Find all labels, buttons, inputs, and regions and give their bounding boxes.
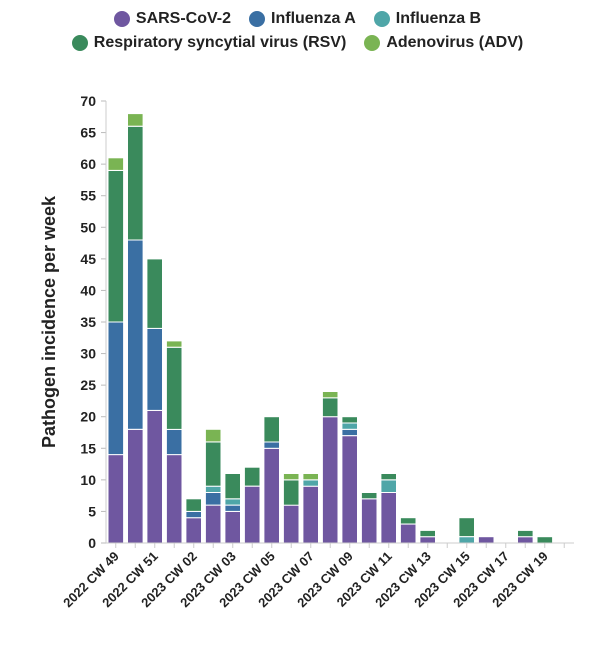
y-tick-label: 10 [80, 472, 96, 488]
legend-item-rsv: Respiratory syncytial virus (RSV) [71, 34, 347, 52]
bar-segment [302, 485, 319, 544]
bar-segment [360, 492, 378, 500]
bar-segment [185, 510, 202, 519]
bar-segment [107, 454, 125, 544]
legend-label-influenza-a: Influenza A [271, 10, 356, 27]
bar-segment [127, 125, 144, 241]
bar-segment [458, 536, 475, 544]
y-tick-label: 30 [80, 346, 96, 362]
bar-segment [321, 391, 339, 399]
y-tick-label: 40 [80, 282, 96, 298]
bar-segment [321, 397, 339, 418]
y-tick-label: 60 [80, 156, 96, 172]
bar-segment [204, 504, 222, 544]
bar-segment [243, 485, 261, 544]
bar-segment [165, 346, 183, 430]
bar-segment [165, 428, 183, 456]
y-tick-label: 25 [80, 377, 96, 393]
legend-swatch-influenza-a [249, 11, 266, 27]
chart-legend: SARS-CoV-2 Influenza A Influenza B Respi… [0, 10, 595, 58]
bar-segment [263, 416, 280, 443]
bar-segment [204, 441, 222, 487]
bar-segment [458, 517, 475, 538]
bar-segment [321, 416, 339, 544]
bar-segment [341, 428, 358, 437]
y-tick-label: 20 [80, 409, 96, 425]
bars-layer [107, 113, 554, 544]
bar-segment [536, 536, 554, 544]
bar-segment [282, 473, 300, 481]
bar-segment [146, 409, 163, 544]
bar-segment [165, 454, 183, 544]
bar-segment [360, 498, 378, 544]
legend-row-2: Respiratory syncytial virus (RSV) Adenov… [0, 34, 595, 52]
bar-segment [107, 170, 125, 323]
bar-segment [517, 529, 534, 538]
bar-segment [399, 517, 417, 525]
legend-swatch-rsv [71, 35, 88, 51]
bar-segment [165, 340, 183, 348]
bar-segment [302, 473, 319, 481]
bar-segment [107, 157, 125, 171]
y-tick-label: 50 [80, 219, 96, 235]
y-axis: 0 5 10 15 20 25 30 35 40 45 50 55 60 65 70 [80, 93, 107, 551]
bar-segment [224, 473, 241, 500]
y-tick-label: 55 [80, 188, 96, 204]
legend-item-influenza-b: Influenza B [373, 10, 482, 28]
bar-segment [341, 416, 358, 424]
bar-segment [185, 517, 202, 544]
bar-segment [302, 479, 319, 487]
bar-segment [399, 523, 417, 544]
bar-segment [380, 492, 397, 544]
legend-item-adv: Adenovirus (ADV) [364, 34, 523, 52]
legend-item-influenza-a: Influenza A [249, 10, 356, 28]
y-tick-label: 35 [80, 314, 96, 330]
y-axis-label: Pathogen incidence per week [39, 195, 59, 448]
bar-segment [341, 422, 358, 430]
bar-segment [263, 441, 280, 449]
bar-segment [243, 466, 261, 487]
legend-row-1: SARS-CoV-2 Influenza A Influenza B [0, 10, 595, 28]
legend-item-sars-cov-2: SARS-CoV-2 [113, 10, 232, 28]
bar-segment [107, 321, 125, 456]
bar-segment [380, 479, 397, 493]
bar-segment [419, 536, 436, 544]
y-tick-label: 15 [80, 440, 96, 456]
y-tick-label: 0 [88, 535, 96, 551]
bar-segment [419, 529, 436, 538]
bar-segment [341, 435, 358, 544]
bar-segment [224, 510, 241, 544]
bar-segment [517, 536, 534, 544]
bar-segment [204, 485, 222, 494]
bar-segment [146, 327, 163, 411]
legend-label-influenza-b: Influenza B [395, 10, 482, 27]
bar-segment [204, 492, 222, 506]
bar-segment [263, 447, 280, 544]
bar-segment [380, 473, 397, 481]
legend-label-adv: Adenovirus (ADV) [386, 34, 524, 51]
bar-segment [224, 504, 241, 512]
legend-label-rsv: Respiratory syncytial virus (RSV) [93, 34, 347, 51]
bar-segment [282, 479, 300, 506]
bar-segment [127, 239, 144, 430]
legend-swatch-sars-cov-2 [113, 11, 130, 27]
bar-segment [477, 536, 495, 544]
bar-segment [185, 498, 202, 512]
legend-swatch-adv [364, 35, 381, 51]
y-tick-label: 65 [80, 125, 96, 141]
bar-segment [127, 428, 144, 544]
y-tick-label: 5 [88, 503, 96, 519]
bar-segment [282, 504, 300, 544]
legend-label-sars-cov-2: SARS-CoV-2 [135, 10, 232, 27]
bar-segment [204, 428, 222, 443]
bar-segment [146, 258, 163, 329]
y-tick-label: 45 [80, 251, 96, 267]
bar-segment [224, 498, 241, 506]
legend-swatch-influenza-b [373, 11, 390, 27]
bar-segment [127, 113, 144, 127]
y-tick-label: 70 [80, 93, 96, 109]
